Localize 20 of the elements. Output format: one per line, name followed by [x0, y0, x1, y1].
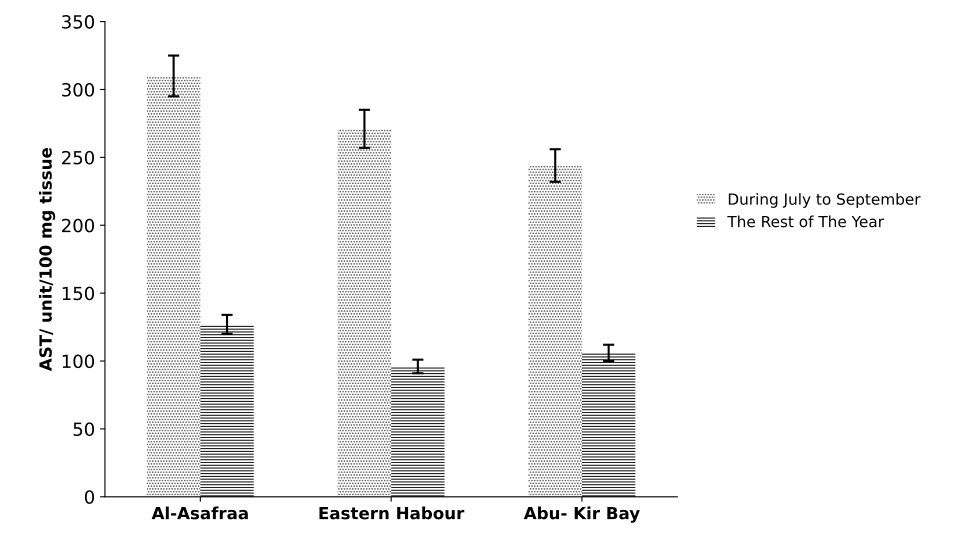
bar [338, 128, 392, 497]
y-tick-label: 150 [62, 286, 94, 300]
y-tick-label: 50 [74, 422, 94, 436]
y-tick-label: 350 [62, 15, 94, 29]
x-tick-label: Eastern Habour [319, 506, 464, 520]
bar [146, 76, 200, 497]
x-tick-label: Abu- Kir Bay [524, 506, 640, 523]
bar [528, 166, 582, 497]
y-tick-label: 250 [62, 150, 94, 164]
y-axis-title: AST/ unit/100 mg tissue [38, 148, 56, 372]
bar [391, 366, 445, 497]
legend-label: The Rest of The Year [727, 216, 884, 228]
y-tick-label: 200 [62, 218, 94, 232]
y-tick-label: 100 [62, 354, 94, 368]
x-tick-label: Al-Asafraa [152, 506, 248, 520]
legend-label: During July to September [728, 193, 921, 208]
bar [200, 324, 254, 497]
y-tick-label: 0 [84, 490, 94, 504]
y-tick-label: 300 [62, 82, 94, 97]
bar [582, 352, 636, 497]
